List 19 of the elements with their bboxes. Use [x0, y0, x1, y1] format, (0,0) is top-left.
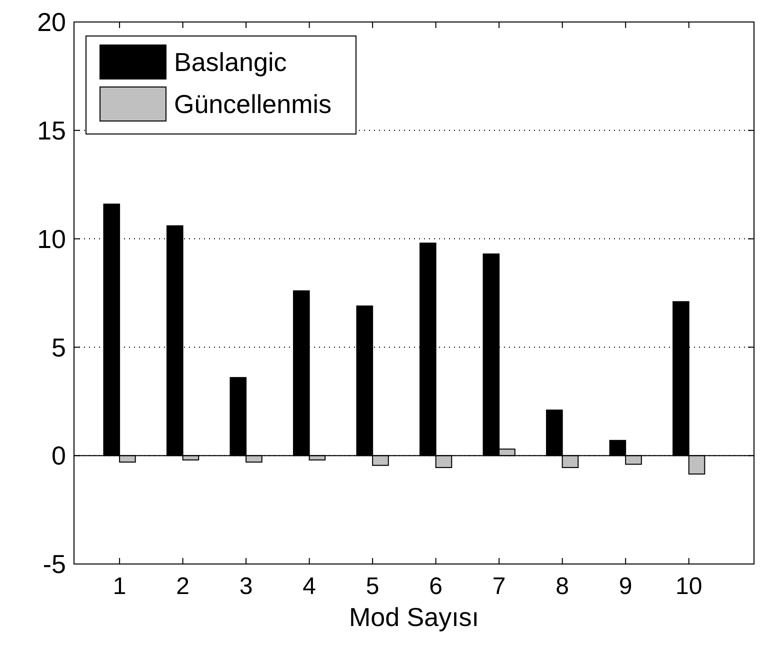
x-axis-title: Mod Sayısı: [348, 602, 480, 632]
x-tick-label: 3: [239, 573, 253, 600]
x-tick-label: 4: [302, 573, 316, 600]
legend-label: Güncellenmis: [174, 89, 332, 120]
x-tick-label: 8: [556, 573, 570, 600]
y-tick-label: 0: [52, 440, 66, 471]
x-tick-label: 10: [675, 573, 702, 600]
y-tick-label: 15: [37, 116, 66, 146]
x-tick-label: 7: [492, 573, 506, 600]
legend-label: Baslangic: [174, 47, 287, 78]
x-tick-label: 6: [429, 573, 443, 600]
x-tick-label: 5: [366, 573, 380, 600]
y-tick-label: -5: [42, 549, 66, 580]
x-tick-label: 1: [112, 573, 126, 600]
x-tick-label: 9: [618, 573, 632, 600]
y-tick-label: 5: [52, 332, 66, 362]
y-tick-label: 20: [37, 7, 66, 38]
y-tick-label: 10: [37, 224, 66, 254]
x-tick-label: 2: [176, 573, 190, 600]
